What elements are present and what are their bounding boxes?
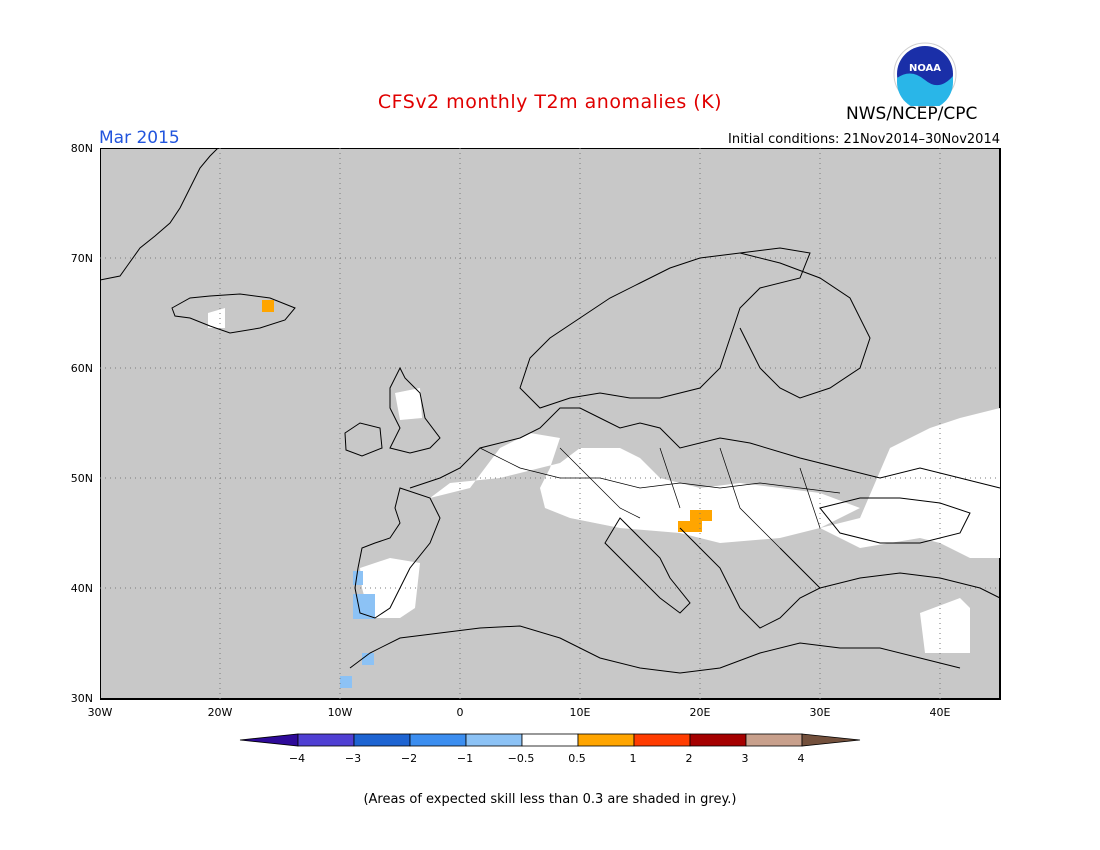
colorbar-segment — [801, 733, 861, 747]
colorbar-segment — [239, 733, 299, 747]
skill-area-britain — [395, 388, 422, 420]
map-panel — [100, 148, 1001, 700]
anomaly-cell-cool-portugal-1 — [353, 594, 375, 619]
colorbar-segment — [577, 733, 635, 747]
colorbar-label: −3 — [344, 752, 362, 765]
lat-label-80n: 80N — [70, 142, 93, 155]
lat-label-60n: 60N — [70, 362, 93, 375]
lat-label-50n: 50N — [70, 472, 93, 485]
colorbar-label: 0.5 — [568, 752, 586, 765]
lon-label-10e: 10E — [569, 706, 591, 719]
coastline-britain — [389, 366, 441, 454]
skill-area-eastern-europe — [820, 408, 1000, 558]
noaa-logo-text: NOAA — [909, 63, 941, 74]
lat-label-40n: 40N — [70, 582, 93, 595]
colorbar-label: 4 — [797, 752, 805, 765]
lon-label-10w: 10W — [327, 706, 353, 719]
colorbar-segment — [745, 733, 803, 747]
coastline-finland-russia — [739, 252, 871, 399]
anomaly-cell-warm-hungary-2 — [678, 521, 702, 532]
lon-label-20w: 20W — [207, 706, 233, 719]
colorbar-segment — [633, 733, 691, 747]
chart-title: CFSv2 monthly T2m anomalies (K) — [377, 91, 723, 113]
colorbar-label: −1 — [456, 752, 474, 765]
anomaly-cell-warm-iceland — [262, 300, 274, 312]
initial-conditions: Initial conditions: 21Nov2014–30Nov2014 — [728, 132, 1000, 147]
lon-label-30w: 30W — [87, 706, 113, 719]
anomaly-cell-warm-hungary-1 — [690, 510, 712, 521]
colorbar-segment — [689, 733, 747, 747]
coastline-turkey — [819, 572, 1001, 599]
lat-label-70n: 70N — [70, 252, 93, 265]
coastline-italy — [604, 517, 691, 614]
forecast-month: Mar 2015 — [99, 128, 180, 148]
colorbar-segment — [465, 733, 523, 747]
coastline-ireland — [344, 422, 383, 457]
anomaly-cell-cool-morocco-2 — [340, 676, 352, 688]
colorbar-label: −2 — [400, 752, 418, 765]
coastline-africa — [349, 625, 961, 674]
skill-footnote: (Areas of expected skill less than 0.3 a… — [363, 792, 737, 807]
anomaly-cell-cool-portugal-2 — [353, 571, 363, 585]
colorbar-segment — [409, 733, 467, 747]
skill-area-iceland — [208, 308, 225, 328]
anomaly-cells — [262, 300, 712, 688]
colorbar-label: 2 — [685, 752, 693, 765]
graticule — [100, 148, 1000, 699]
anomaly-cell-cool-morocco-1 — [362, 653, 374, 665]
coastline-greenland — [100, 148, 219, 281]
colorbar-label: −4 — [288, 752, 306, 765]
skill-area-middle-east — [920, 598, 970, 653]
map-frame — [100, 148, 1001, 700]
coastline-iceland — [171, 293, 296, 334]
expected-skill-areas — [208, 308, 1000, 653]
lat-label-30n: 30N — [70, 692, 93, 705]
lon-label-30e: 30E — [809, 706, 831, 719]
colorbar-label: 1 — [629, 752, 637, 765]
lon-label-40e: 40E — [929, 706, 951, 719]
colorbar-label: 3 — [741, 752, 749, 765]
coastline-balkans — [679, 527, 821, 629]
noaa-logo: NOAA — [893, 42, 957, 106]
colorbar-segment — [521, 733, 579, 747]
agency-label: NWS/NCEP/CPC — [846, 104, 978, 124]
colorbar-segment — [297, 733, 355, 747]
coastline-continent — [409, 407, 1001, 489]
borders — [479, 447, 841, 549]
colorbar — [239, 733, 861, 747]
skill-area-western-europe — [430, 433, 860, 543]
colorbar-label: −0.5 — [507, 752, 535, 765]
lon-label-0: 0 — [456, 706, 464, 719]
coastline-iberia — [354, 487, 441, 619]
lon-label-20e: 20E — [689, 706, 711, 719]
coastline-black-sea — [819, 497, 971, 544]
coastline-norway-sweden — [519, 247, 811, 409]
colorbar-segment — [353, 733, 411, 747]
coastlines — [100, 148, 1001, 674]
